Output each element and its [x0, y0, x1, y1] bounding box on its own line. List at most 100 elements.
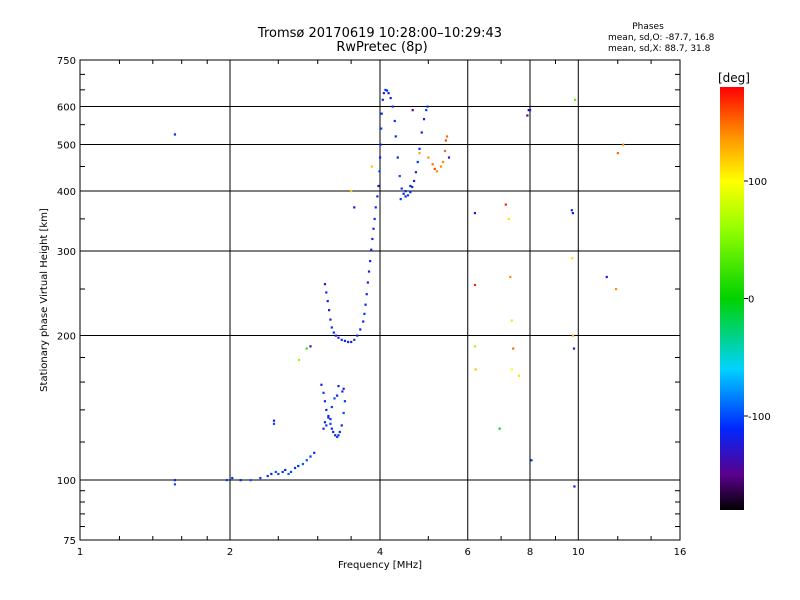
- data-point: [384, 88, 387, 92]
- data-point: [338, 430, 341, 434]
- data-point: [350, 340, 353, 344]
- data-point: [330, 427, 333, 430]
- data-point: [498, 427, 501, 430]
- data-point: [427, 156, 430, 159]
- data-point: [387, 92, 390, 95]
- data-point: [374, 206, 377, 209]
- data-point: [370, 248, 373, 251]
- data-point: [356, 334, 359, 337]
- data-point: [572, 347, 576, 350]
- data-point: [297, 464, 300, 468]
- data-point: [411, 185, 414, 189]
- phases-o-mode-stats: mean, sd,O: -87.7, 16.8: [608, 33, 715, 43]
- data-point: [231, 476, 234, 480]
- data-point: [336, 435, 339, 439]
- data-point: [399, 198, 402, 201]
- data-point: [530, 459, 533, 462]
- data-point: [305, 459, 308, 462]
- data-point: [376, 195, 379, 198]
- data-point: [441, 160, 445, 164]
- data-point: [320, 383, 323, 386]
- data-point: [433, 167, 436, 171]
- data-point: [350, 190, 353, 193]
- data-point: [504, 203, 507, 206]
- data-point: [435, 170, 438, 173]
- data-point: [330, 326, 333, 329]
- data-point: [409, 184, 412, 188]
- data-point: [323, 400, 327, 403]
- data-point: [400, 187, 403, 190]
- data-point: [380, 127, 383, 130]
- data-point: [173, 483, 177, 486]
- data-point: [382, 92, 385, 95]
- data-point: [239, 479, 242, 482]
- data-point: [309, 345, 312, 348]
- data-point: [411, 109, 414, 112]
- data-point: [510, 319, 513, 322]
- data-point: [394, 135, 397, 138]
- data-point: [616, 152, 619, 155]
- data-point: [297, 358, 301, 362]
- data-point: [379, 156, 382, 159]
- data-point: [363, 312, 366, 315]
- data-point: [614, 288, 618, 291]
- data-point: [389, 97, 392, 100]
- data-point: [571, 257, 574, 260]
- data-point: [327, 414, 330, 418]
- data-point: [362, 320, 365, 323]
- data-point: [420, 131, 423, 134]
- data-point: [359, 328, 362, 331]
- data-point: [323, 283, 327, 286]
- data-point: [393, 119, 396, 123]
- data-point: [370, 165, 373, 168]
- data-point: [474, 368, 477, 371]
- data-point: [270, 472, 273, 476]
- data-point: [272, 422, 276, 425]
- data-point: [510, 368, 513, 371]
- data-point: [343, 339, 347, 343]
- data-point: [443, 149, 447, 153]
- data-point: [322, 391, 325, 394]
- data-point: [341, 390, 344, 393]
- data-point: [473, 283, 477, 287]
- colorbar-tick-label: -100: [748, 412, 771, 423]
- data-point: [622, 143, 625, 146]
- data-point: [473, 345, 477, 348]
- data-point: [380, 112, 383, 115]
- data-point: [418, 147, 421, 150]
- data-point: [439, 165, 443, 168]
- data-point: [289, 470, 293, 474]
- data-point: [333, 397, 336, 400]
- data-point: [336, 394, 339, 397]
- y-tick-label: 500: [57, 141, 76, 152]
- x-tick-label: 2: [227, 547, 233, 558]
- colorbar-label: [deg]: [718, 71, 750, 85]
- data-point: [431, 163, 434, 166]
- y-tick-label: 100: [57, 476, 76, 487]
- data-point: [287, 472, 290, 476]
- colorbar: [720, 87, 744, 510]
- data-point: [372, 227, 375, 230]
- data-point: [373, 217, 376, 221]
- data-point: [509, 275, 512, 279]
- data-point: [340, 338, 343, 341]
- data-point: [444, 139, 447, 142]
- data-point: [425, 109, 428, 112]
- data-point: [342, 411, 345, 415]
- data-point: [274, 470, 277, 474]
- data-point: [365, 293, 368, 296]
- data-point: [353, 338, 356, 341]
- x-tick-label: 6: [465, 547, 471, 558]
- data-point: [385, 89, 389, 92]
- data-point: [340, 424, 343, 427]
- data-point: [402, 192, 405, 195]
- data-point: [406, 194, 410, 197]
- data-point: [391, 105, 394, 108]
- data-point: [574, 98, 577, 101]
- data-point: [377, 184, 380, 188]
- data-point: [305, 347, 308, 350]
- data-point: [605, 275, 608, 279]
- data-point: [366, 281, 369, 284]
- data-point: [404, 190, 407, 193]
- data-point: [512, 347, 515, 350]
